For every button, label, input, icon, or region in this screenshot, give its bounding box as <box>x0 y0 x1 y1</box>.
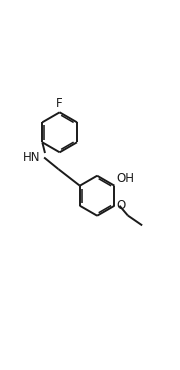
Text: O: O <box>116 199 125 212</box>
Text: HN: HN <box>23 151 40 164</box>
Text: F: F <box>56 97 63 110</box>
Text: OH: OH <box>116 172 134 185</box>
